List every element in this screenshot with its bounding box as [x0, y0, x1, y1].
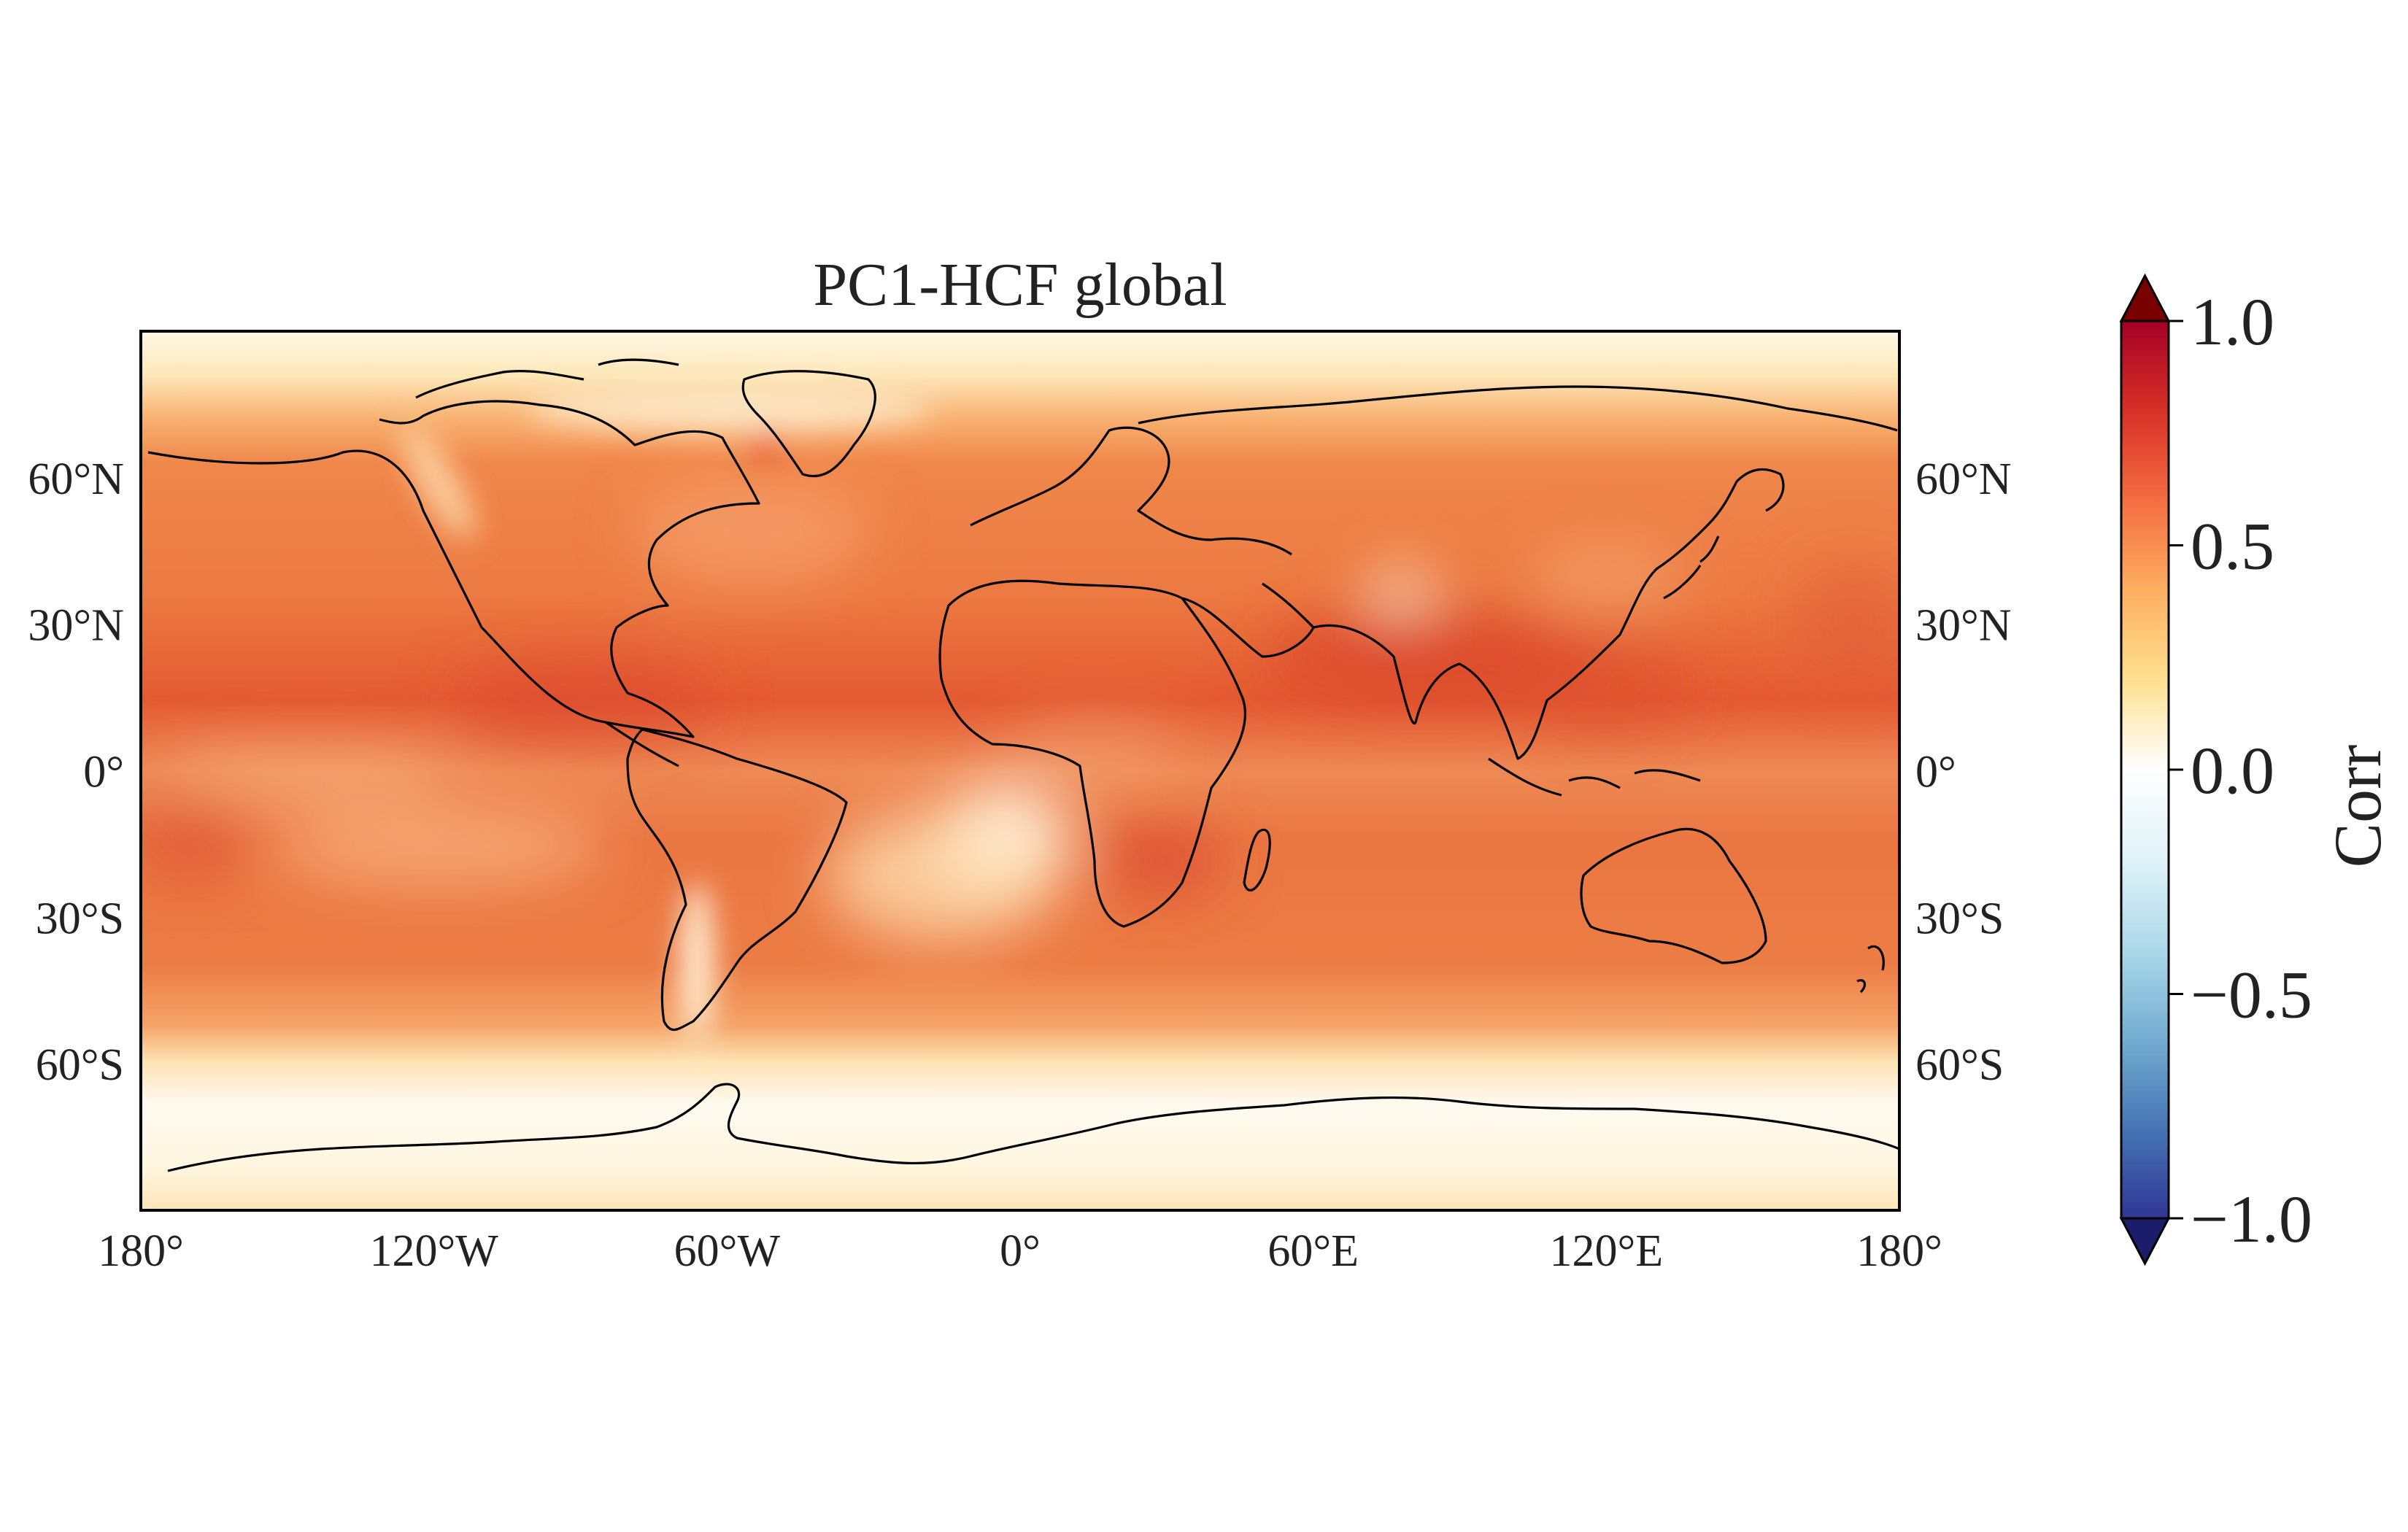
- lon-label-6: 180°: [1856, 1226, 1942, 1276]
- colorbar-ticks: 1.0 0.5 0.0 −0.5 −1.0: [2169, 285, 2312, 1256]
- field-features: [141, 481, 1899, 941]
- lon-label-1: 120°W: [370, 1226, 499, 1276]
- coast-africa: [938, 579, 1247, 928]
- colorbar-body: [2120, 320, 2170, 1220]
- correlation-field: [141, 331, 1899, 1210]
- colorbar-tick-label-3: −0.5: [2191, 958, 2312, 1032]
- coast-europe: [970, 426, 1292, 556]
- lat-label-left-1: 30°N: [28, 601, 124, 651]
- lat-label-left-0: 60°N: [28, 454, 124, 504]
- coast-indonesia: [1488, 757, 1701, 797]
- lat-label-right-0: 60°N: [1915, 454, 2012, 504]
- lon-label-4: 60°E: [1267, 1226, 1359, 1276]
- lat-label-right-4: 60°S: [1915, 1040, 2004, 1090]
- terrain-highlights: [401, 387, 934, 1043]
- coast-japan: [1663, 535, 1720, 600]
- coast-kamchatka: [1735, 468, 1785, 512]
- lon-label-5: 120°E: [1549, 1226, 1663, 1276]
- colorbar-extend-max: [2119, 273, 2171, 322]
- coast-antarctica: [167, 1083, 1899, 1172]
- lon-label-3: 0°: [1000, 1226, 1041, 1276]
- colorbar-tick-label-4: −1.0: [2191, 1182, 2312, 1256]
- coast-siberia: [1138, 385, 1898, 432]
- coast-north-america: [147, 400, 760, 738]
- coastlines: [147, 358, 1899, 1172]
- map-title: PC1-HCF global: [813, 251, 1227, 319]
- lat-label-left-4: 60°S: [36, 1040, 124, 1090]
- coast-arabia: [1181, 582, 1315, 658]
- coast-new-zealand: [1856, 945, 1885, 994]
- lat-label-right-1: 30°N: [1915, 601, 2012, 651]
- coast-canadian-archipelago: [415, 358, 679, 399]
- colorbar-label: Corr: [2320, 745, 2395, 868]
- colorbar-tick-label-0: 1.0: [2191, 285, 2274, 359]
- lat-labels-right: 60°N 30°N 0° 30°S 60°S: [1915, 454, 2012, 1090]
- lat-label-left-3: 30°S: [36, 894, 124, 943]
- lon-labels-bottom: 180° 120°W 60°W 0° 60°E 120°E 180°: [98, 1226, 1942, 1276]
- lat-labels-left: 60°N 30°N 0° 30°S 60°S: [28, 454, 124, 1090]
- coast-madagascar: [1243, 829, 1271, 891]
- lat-label-left-2: 0°: [83, 748, 124, 797]
- colorbar-tick-label-2: 0.0: [2191, 733, 2274, 808]
- coast-australia: [1580, 827, 1767, 964]
- coast-asia-south: [1313, 481, 1738, 760]
- coast-central-america: [605, 721, 679, 767]
- lon-label-2: 60°W: [674, 1226, 781, 1276]
- coast-south-america: [626, 728, 848, 1032]
- lat-label-right-2: 0°: [1915, 748, 1956, 797]
- colorbar: 1.0 0.5 0.0 −0.5 −1.0 Corr: [2119, 273, 2395, 1266]
- colorbar-extend-min: [2119, 1217, 2171, 1266]
- lon-label-0: 180°: [98, 1226, 184, 1276]
- colorbar-tick-label-1: 0.5: [2191, 509, 2274, 584]
- coast-greenland: [741, 370, 876, 478]
- lat-label-right-3: 30°S: [1915, 894, 2004, 943]
- map-frame: [139, 330, 1901, 1212]
